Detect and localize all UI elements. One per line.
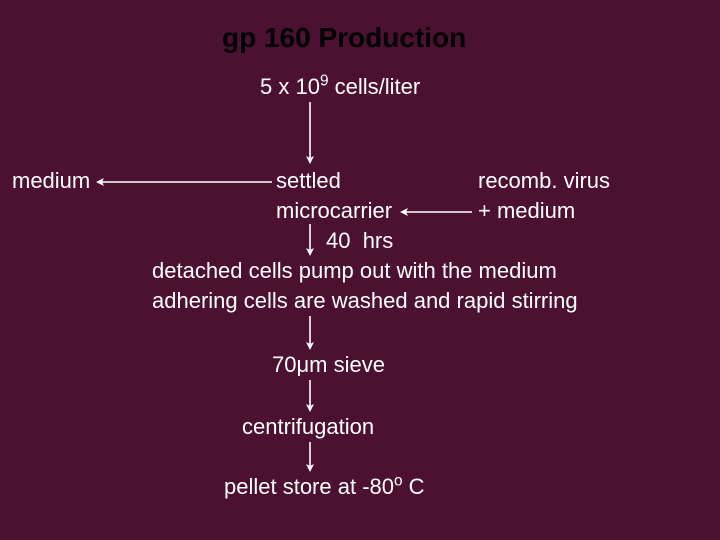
sieve-label: 70μm sieve [272, 352, 385, 377]
microcarrier-label: microcarrier [276, 198, 392, 223]
cells-line: 5 x 109 cells/liter [260, 74, 420, 99]
slide-title: gp 160 Production [222, 22, 466, 54]
slide: gp 160 Production 5 x 109 cells/liter me… [0, 0, 720, 540]
plusmedium-label: + medium [478, 198, 575, 223]
recomb-label: recomb. virus [478, 168, 610, 193]
medium-label: medium [12, 168, 90, 193]
adhering-label: adhering cells are washed and rapid stir… [152, 288, 578, 313]
detached-label: detached cells pump out with the medium [152, 258, 557, 283]
fortyhrs-label: 40 hrs [326, 228, 393, 253]
centrifuge-label: centrifugation [242, 414, 374, 439]
slide-tab-marker [704, 140, 720, 176]
pellet-label: pellet store at -80o C [224, 474, 425, 499]
settled-label: settled [276, 168, 341, 193]
